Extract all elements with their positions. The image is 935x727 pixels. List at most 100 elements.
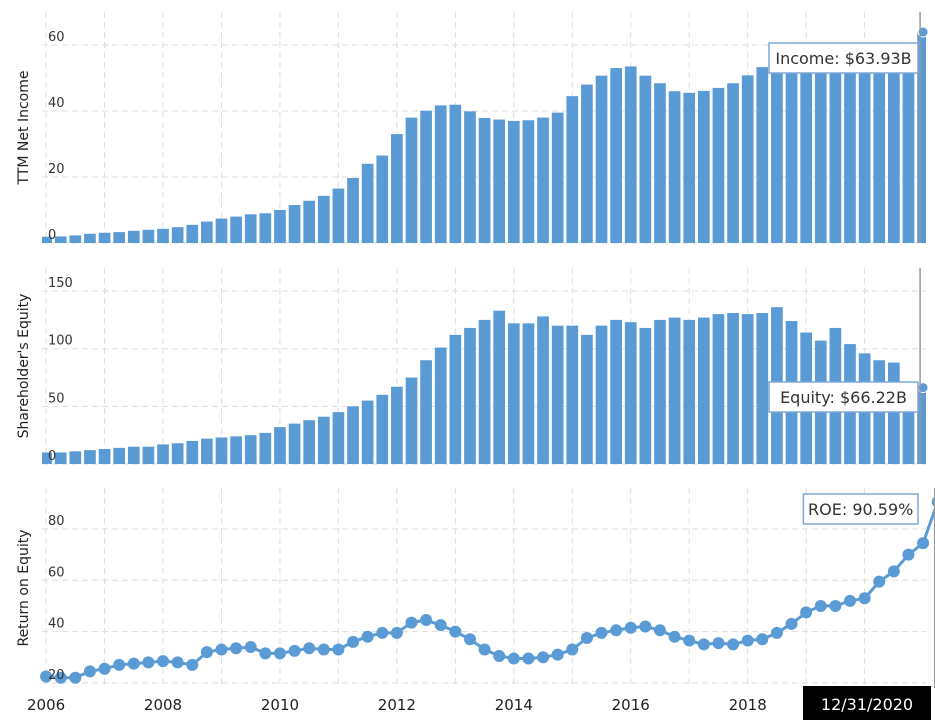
bar bbox=[274, 210, 286, 243]
bar bbox=[361, 163, 374, 243]
data-point bbox=[303, 642, 316, 655]
data-point bbox=[230, 642, 243, 655]
tooltip-box bbox=[802, 493, 919, 525]
bar bbox=[113, 232, 126, 243]
x-tick-label: 2006 bbox=[27, 696, 65, 714]
y-tick-label: 20 bbox=[48, 668, 65, 683]
data-point bbox=[697, 638, 710, 651]
data-point bbox=[405, 616, 418, 629]
tooltip-text: ROE: 90.59% bbox=[808, 500, 913, 519]
bar bbox=[98, 449, 111, 464]
y-tick-label: 40 bbox=[48, 96, 65, 111]
bar bbox=[391, 386, 403, 464]
data-point bbox=[40, 670, 53, 683]
data-point bbox=[478, 643, 491, 656]
data-point bbox=[800, 606, 813, 619]
bar bbox=[69, 235, 82, 243]
bar bbox=[727, 83, 739, 243]
bar bbox=[610, 319, 622, 464]
data-point bbox=[420, 614, 433, 627]
bar bbox=[683, 92, 696, 243]
data-point bbox=[463, 633, 476, 646]
data-point bbox=[288, 644, 301, 657]
y-tick-label: 0 bbox=[48, 449, 56, 464]
y-tick-label: 40 bbox=[48, 617, 65, 632]
bar bbox=[215, 437, 228, 464]
data-point bbox=[142, 656, 155, 669]
data-point bbox=[580, 632, 593, 644]
bar bbox=[785, 46, 798, 244]
bar bbox=[127, 230, 140, 243]
bar bbox=[288, 205, 301, 243]
data-point bbox=[127, 657, 140, 670]
bar bbox=[873, 53, 886, 243]
bar bbox=[303, 200, 316, 243]
axis-labels: 0 20 40 60 TTM Net Income 0 50 100 150 Shareholde… bbox=[16, 30, 767, 714]
bar bbox=[917, 387, 926, 464]
bar bbox=[332, 412, 345, 464]
data-point bbox=[683, 634, 696, 647]
bar bbox=[201, 221, 213, 243]
tooltip-text: Equity: $66.22B bbox=[780, 388, 907, 407]
bar bbox=[624, 322, 637, 464]
roe-line bbox=[45, 505, 935, 680]
bar bbox=[887, 48, 900, 243]
bar bbox=[98, 232, 111, 243]
bar bbox=[522, 120, 535, 243]
data-point bbox=[551, 648, 564, 661]
data-point bbox=[595, 626, 608, 639]
data-point bbox=[54, 671, 67, 684]
tooltip-text: Income: $63.93B bbox=[775, 49, 911, 68]
bar bbox=[478, 319, 491, 464]
bar bbox=[420, 110, 432, 243]
data-point bbox=[215, 643, 228, 656]
y-axis-title: Shareholder's Equity bbox=[16, 294, 32, 439]
x-tick-label: 2012 bbox=[378, 696, 416, 714]
bar bbox=[434, 105, 447, 243]
bar bbox=[902, 51, 915, 243]
data-point bbox=[83, 665, 96, 678]
bar bbox=[639, 327, 652, 464]
bar bbox=[683, 319, 696, 464]
data-point bbox=[653, 624, 666, 637]
bar bbox=[201, 438, 213, 464]
data-point bbox=[449, 625, 462, 638]
bar bbox=[332, 188, 345, 243]
bar bbox=[522, 323, 535, 464]
bar bbox=[347, 406, 359, 464]
tooltips: Income: $63.93B Equity: $66.22B ROE: 90.59… bbox=[768, 42, 931, 720]
bar bbox=[697, 90, 710, 244]
data-point bbox=[347, 635, 360, 648]
data-point bbox=[434, 619, 447, 632]
bar bbox=[551, 325, 564, 464]
data-point bbox=[113, 658, 126, 671]
y-tick-label: 150 bbox=[48, 276, 73, 291]
bar bbox=[347, 177, 359, 243]
bar bbox=[244, 214, 257, 243]
bar bbox=[756, 312, 769, 464]
bar bbox=[844, 60, 856, 244]
data-point bbox=[171, 656, 184, 669]
y-tick-label: 100 bbox=[48, 334, 73, 349]
bar bbox=[756, 67, 769, 243]
bar bbox=[712, 314, 725, 464]
bar bbox=[624, 66, 637, 243]
data-point bbox=[873, 575, 886, 588]
data-point bbox=[493, 649, 506, 662]
data-point bbox=[756, 633, 769, 646]
data-point bbox=[610, 624, 623, 637]
bar bbox=[829, 59, 842, 243]
bar bbox=[654, 83, 666, 243]
data-point bbox=[200, 646, 213, 659]
bar bbox=[274, 427, 286, 464]
data-point bbox=[712, 637, 725, 650]
bar bbox=[376, 394, 389, 464]
y-axis-title: Return on Equity bbox=[16, 529, 32, 646]
bar bbox=[464, 327, 476, 464]
bar bbox=[727, 312, 739, 464]
bar bbox=[244, 435, 257, 464]
bar bbox=[186, 224, 199, 243]
data-point bbox=[537, 651, 550, 664]
bar bbox=[741, 314, 754, 464]
